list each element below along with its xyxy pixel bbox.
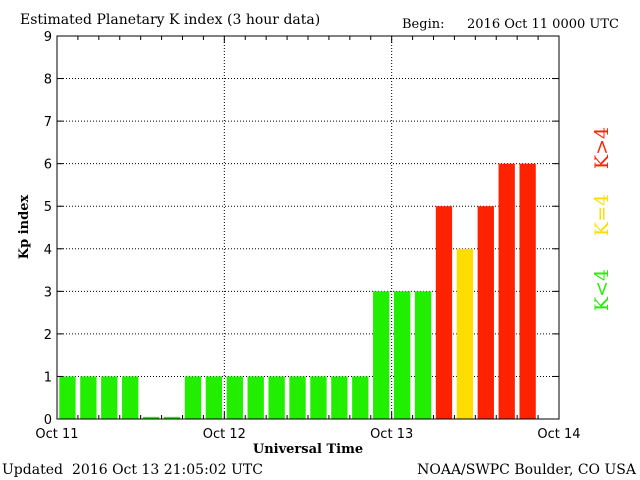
kp-bar bbox=[247, 376, 264, 419]
kp-bar bbox=[101, 376, 118, 419]
kp-bar bbox=[80, 376, 97, 419]
kp-bar bbox=[205, 376, 223, 419]
ticks: 0 1 2 3 4 5 6 7 8 9 Oct 11 Oct 12 Oct 13 Oct 14 bbox=[35, 30, 580, 442]
kp-bar bbox=[519, 163, 536, 419]
kp-bar bbox=[289, 376, 306, 419]
kp-bar bbox=[163, 416, 181, 419]
x-tick-label: Oct 13 bbox=[370, 427, 413, 442]
kp-bar bbox=[226, 376, 243, 419]
x-tick-label: Oct 14 bbox=[537, 427, 580, 442]
legend-equal: K=4 bbox=[591, 194, 613, 236]
updated-label: Updated bbox=[2, 462, 63, 478]
kp-bar bbox=[310, 376, 327, 419]
begin-label: Begin: bbox=[402, 17, 444, 32]
kp-bar bbox=[352, 376, 369, 419]
chart-title: Estimated Planetary K index (3 hour data… bbox=[20, 12, 320, 28]
y-tick-label: 6 bbox=[44, 158, 52, 173]
kp-bar bbox=[393, 291, 411, 419]
y-tick-label: 9 bbox=[44, 30, 52, 45]
kp-bar bbox=[331, 376, 348, 419]
y-tick-label: 0 bbox=[44, 413, 52, 428]
y-tick-label: 3 bbox=[44, 285, 52, 300]
y-tick-label: 5 bbox=[44, 200, 52, 215]
begin-value: 2016 Oct 11 0000 UTC bbox=[467, 17, 619, 32]
legend-below: K<4 bbox=[591, 269, 613, 311]
y-tick-label: 8 bbox=[44, 73, 52, 88]
kp-bar bbox=[268, 376, 285, 419]
kp-bar bbox=[498, 163, 515, 419]
kp-bar bbox=[456, 248, 474, 419]
x-axis-label: Universal Time bbox=[253, 442, 363, 457]
bars bbox=[59, 163, 536, 419]
source-credit: NOAA/SWPC Boulder, CO USA bbox=[417, 462, 637, 478]
kp-bar bbox=[59, 376, 76, 419]
kp-bar bbox=[122, 376, 139, 419]
legend-above: K>4 bbox=[591, 127, 613, 169]
y-tick-label: 1 bbox=[44, 370, 52, 385]
kp-bar bbox=[142, 416, 160, 419]
y-axis-label: Kp index bbox=[17, 195, 32, 260]
grid bbox=[57, 36, 559, 419]
kp-bar bbox=[477, 206, 494, 419]
kp-bar bbox=[435, 206, 453, 419]
y-tick-label: 7 bbox=[44, 115, 52, 130]
kp-bar bbox=[414, 291, 432, 419]
updated-value: 2016 Oct 13 21:05:02 UTC bbox=[72, 462, 263, 478]
kp-bar bbox=[373, 291, 390, 419]
x-tick-label: Oct 11 bbox=[35, 427, 78, 442]
y-tick-label: 4 bbox=[44, 243, 52, 258]
x-tick-label: Oct 12 bbox=[203, 427, 246, 442]
y-tick-label: 2 bbox=[44, 328, 52, 343]
kp-bar bbox=[184, 376, 202, 419]
